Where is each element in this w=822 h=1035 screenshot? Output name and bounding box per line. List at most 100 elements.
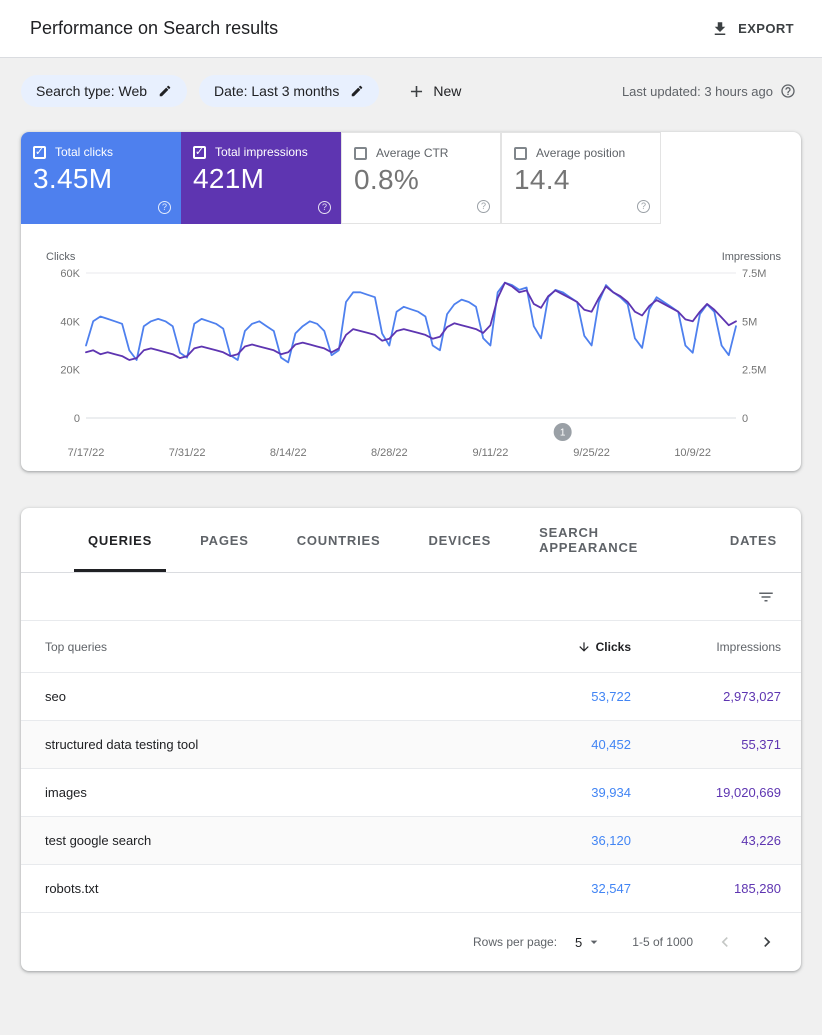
metric-label: Average position — [536, 146, 626, 160]
export-button[interactable]: EXPORT — [711, 20, 794, 38]
x-tick-label: 7/17/22 — [68, 447, 105, 459]
right-axis-title: Impressions — [722, 251, 781, 263]
search-type-chip[interactable]: Search type: Web — [21, 75, 188, 107]
help-icon[interactable] — [780, 83, 796, 99]
rows-per-page-select[interactable]: 5 — [575, 934, 602, 950]
plus-icon — [411, 85, 423, 97]
rows-per-page-label: Rows per page: — [473, 935, 558, 949]
left-tick-label: 0 — [74, 413, 80, 425]
annotation-marker[interactable] — [553, 423, 572, 441]
clicks-cell: 40,452 — [591, 737, 631, 752]
ctr-checkbox[interactable] — [354, 146, 367, 160]
annotation-label: 1 — [560, 428, 566, 439]
export-label: EXPORT — [738, 21, 794, 36]
impressions-cell: 55,371 — [741, 737, 781, 752]
x-tick-label: 7/31/22 — [169, 447, 206, 459]
help-icon[interactable]: ? — [637, 200, 650, 213]
tab-search-appearance[interactable]: SEARCH APPEARANCE — [539, 525, 639, 555]
query-cell: test google search — [45, 833, 152, 848]
x-tick-label: 9/11/22 — [472, 447, 508, 459]
table-header: Top queries Clicks Impressions — [21, 621, 801, 673]
impressions-cell: 43,226 — [741, 833, 781, 848]
chevron-right-icon — [764, 937, 771, 947]
metric-label: Average CTR — [376, 146, 449, 160]
help-icon[interactable]: ? — [158, 201, 171, 214]
filter-bar: Search type: Web Date: Last 3 months New… — [0, 58, 822, 120]
edit-icon — [352, 85, 363, 97]
table-body: seo 53,722 2,973,027 structured data testin… — [21, 673, 801, 913]
query-cell: images — [45, 785, 87, 800]
metric-cards: ✓ Total clicks 3.45M? ✓ Total impressions 421… — [21, 132, 801, 224]
table-row[interactable]: test google search 36,120 43,226 — [21, 817, 801, 865]
pagination-range: 1-5 of 1000 — [632, 935, 693, 949]
table-footer: Rows per page: 5 1-5 of 1000 — [21, 913, 801, 971]
query-cell: seo — [45, 689, 66, 704]
query-cell: robots.txt — [45, 881, 99, 896]
table-row[interactable]: seo 53,722 2,973,027 — [21, 673, 801, 721]
right-tick-label: 7.5M — [742, 268, 766, 280]
app-header: Performance on Search results EXPORT — [0, 0, 822, 58]
metric-value: 14.4 — [514, 164, 570, 195]
next-page-button[interactable] — [757, 932, 777, 952]
x-tick-label: 8/28/22 — [371, 447, 408, 459]
date-range-chip[interactable]: Date: Last 3 months — [199, 75, 380, 107]
x-tick-label: 9/25/22 — [573, 447, 610, 459]
table-row[interactable]: structured data testing tool 40,452 55,371 — [21, 721, 801, 769]
right-tick-label: 0 — [742, 413, 748, 425]
impressions-cell: 185,280 — [734, 881, 781, 896]
metric-card-ctr[interactable]: Average CTR 0.8%? — [341, 132, 501, 224]
x-tick-label: 8/14/22 — [270, 447, 307, 459]
dimension-tabs: QUERIES PAGES COUNTRIES DEVICES SEARCH APPEA… — [21, 508, 801, 573]
new-filter-label: New — [433, 83, 462, 99]
metric-value: 0.8% — [354, 164, 420, 195]
metric-card-impressions[interactable]: ✓ Total impressions 421M? — [181, 132, 341, 224]
metric-label: Total impressions — [215, 145, 308, 159]
clicks-cell: 39,934 — [591, 785, 631, 800]
metric-value: 3.45M — [33, 163, 113, 194]
position-checkbox[interactable] — [514, 146, 527, 160]
prev-page-button[interactable] — [715, 932, 735, 952]
column-top-queries[interactable]: Top queries — [45, 639, 108, 654]
right-tick-label: 2.5M — [742, 365, 766, 377]
impressions-checkbox[interactable]: ✓ — [193, 145, 206, 159]
last-updated: Last updated: 3 hours ago — [622, 83, 796, 99]
help-icon[interactable]: ? — [477, 200, 490, 213]
impressions-line — [85, 281, 737, 361]
table-row[interactable]: images 39,934 19,020,669 — [21, 769, 801, 817]
table-filter-row — [21, 573, 801, 621]
left-tick-label: 40K — [60, 316, 80, 328]
left-tick-label: 60K — [60, 268, 80, 280]
download-icon — [714, 21, 726, 35]
metric-label: Total clicks — [55, 145, 114, 159]
tab-pages[interactable]: PAGES — [200, 532, 249, 548]
metric-card-position[interactable]: Average position 14.4? — [501, 132, 661, 224]
metric-value: 421M — [193, 163, 265, 194]
date-range-chip-label: Date: Last 3 months — [214, 83, 340, 99]
edit-icon — [159, 85, 171, 97]
tab-queries[interactable]: QUERIES — [64, 508, 176, 572]
last-updated-text: Last updated: 3 hours ago — [621, 83, 773, 99]
sort-desc-icon — [578, 641, 589, 652]
chevron-left-icon — [721, 937, 728, 947]
help-icon[interactable]: ? — [318, 201, 331, 214]
clicks-cell: 36,120 — [591, 833, 631, 848]
tab-devices[interactable]: DEVICES — [428, 532, 492, 548]
column-clicks[interactable]: Clicks — [451, 640, 631, 654]
impressions-cell: 19,020,669 — [715, 785, 781, 800]
filter-icon[interactable] — [757, 588, 775, 606]
query-cell: structured data testing tool — [45, 737, 199, 752]
tab-dates[interactable]: DATES — [729, 532, 777, 548]
column-impressions[interactable]: Impressions — [716, 639, 781, 654]
clicks-checkbox[interactable]: ✓ — [33, 145, 46, 159]
metric-card-clicks[interactable]: ✓ Total clicks 3.45M? — [21, 132, 181, 224]
search-type-chip-label: Search type: Web — [36, 83, 148, 99]
performance-chart[interactable]: Clicks Impressions 0 20K 40K 60K 0 2.5M 5M 7.5M 7/… — [41, 248, 781, 463]
new-filter-button[interactable]: New — [407, 82, 461, 101]
x-tick-label: 10/9/22 — [674, 447, 711, 459]
rows-per-page-value: 5 — [575, 934, 583, 950]
clicks-cell: 53,722 — [591, 689, 631, 704]
tab-countries[interactable]: COUNTRIES — [296, 532, 381, 548]
table-row[interactable]: robots.txt 32,547 185,280 — [21, 865, 801, 913]
chart-area: Clicks Impressions 0 20K 40K 60K 0 2.5M 5M 7.5M 7/… — [21, 224, 801, 471]
